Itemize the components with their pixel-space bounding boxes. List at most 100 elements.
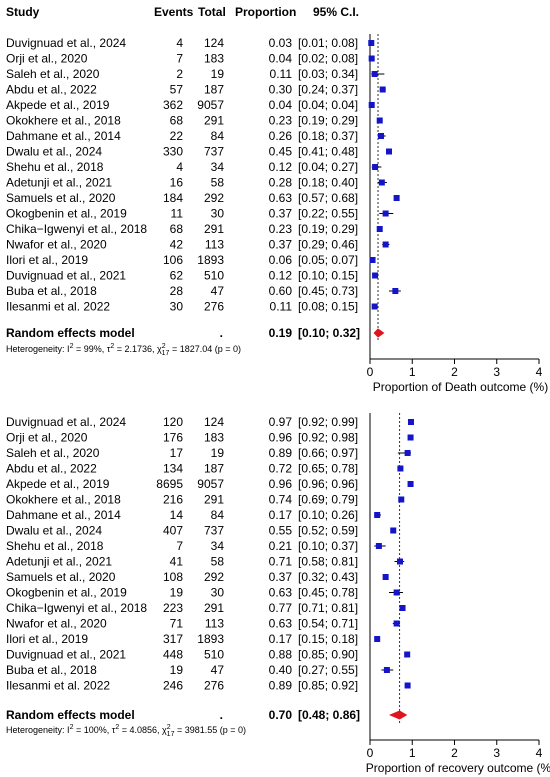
study-name: Nwafor et al., 2020 — [6, 617, 107, 631]
study-proportion: 0.12 — [269, 269, 293, 283]
study-row: Akpede et al., 2019 8695 9057 0.96 [0.96; 0.… — [6, 477, 414, 491]
header-proportion: Proportion — [235, 5, 296, 19]
study-ci: [0.27; 0.55] — [298, 663, 358, 677]
study-ci: [0.54; 0.71] — [298, 617, 358, 631]
study-estimate-marker — [371, 71, 378, 77]
study-proportion: 0.96 — [269, 477, 293, 491]
study-estimate-marker — [374, 512, 381, 518]
study-estimate-marker — [393, 589, 400, 596]
study-row: Orji et al., 2020 176 183 0.96 [0.92; 0.98] — [6, 431, 414, 445]
study-row: Adetunji et al., 2021 16 58 0.28 [0.18; 0.40… — [6, 176, 387, 190]
study-proportion: 0.96 — [269, 431, 293, 445]
recovery-outcome-panel: Duvignuad et al., 2024 120 124 0.97 [0.92; 0… — [6, 413, 550, 775]
study-events: 28 — [170, 284, 184, 298]
study-row: Dwalu et al., 2024 330 737 0.45 [0.41; 0.48] — [6, 145, 393, 159]
study-row: Okogbenin et al., 2019 19 30 0.63 [0.45; 0.7… — [6, 586, 403, 600]
study-row: Nwafor et al., 2020 42 113 0.37 [0.29; 0.46] — [6, 238, 390, 252]
het-tau-symbol: , τ — [102, 344, 111, 354]
het-i2-symbol: I — [67, 344, 70, 354]
het-tau-sup: 2 — [110, 343, 114, 350]
heterogeneity-text: Heterogeneity: I2 = 100%, τ2 = 4.0856, χ… — [6, 724, 246, 738]
summary-diamond — [389, 710, 408, 720]
x-tick-label: 3 — [493, 746, 500, 760]
study-total: 124 — [204, 36, 224, 50]
study-estimate-marker — [371, 303, 378, 310]
study-ci: [0.19; 0.29] — [298, 114, 358, 128]
x-axis-label: Proportion of Death outcome (%) — [373, 380, 548, 394]
study-total: 292 — [204, 191, 224, 205]
study-ci: [0.92; 0.99] — [298, 415, 358, 429]
study-name: Dwalu et al., 2024 — [6, 524, 102, 538]
study-ci: [0.92; 0.98] — [298, 431, 358, 445]
study-estimate-marker — [404, 450, 411, 456]
study-ci: [0.10; 0.15] — [298, 269, 358, 283]
study-proportion: 0.89 — [269, 446, 293, 460]
summary-ci: [0.10; 0.32] — [298, 326, 360, 340]
het-eq: = — [114, 344, 124, 354]
study-proportion: 0.17 — [269, 632, 293, 646]
study-total: 276 — [204, 300, 224, 314]
study-name: Shehu et al., 2018 — [6, 539, 104, 553]
het-i2-value: 100% — [84, 725, 107, 735]
study-name: Okogbenin et al., 2019 — [6, 586, 127, 600]
study-total: 19 — [211, 67, 225, 81]
study-row: Buba et al., 2018 19 47 0.40 [0.27; 0.55] — [6, 663, 394, 677]
study-row: Ilesanmi et al. 2022 30 276 0.11 [0.08; 0.15… — [6, 300, 378, 314]
study-events: 7 — [176, 539, 183, 553]
study-events: 176 — [163, 431, 183, 445]
study-proportion: 0.55 — [269, 524, 293, 538]
x-tick-label: 1 — [409, 365, 416, 379]
study-estimate-marker — [393, 620, 400, 627]
study-row: Adetunji et al., 2021 41 58 0.71 [0.58; 0.81… — [6, 555, 405, 569]
study-row: Nwafor et al., 2020 71 113 0.63 [0.54; 0.71] — [6, 617, 400, 631]
study-row: Okokhere et al., 2018 68 291 0.23 [0.19; 0.2… — [6, 114, 383, 128]
study-total: 291 — [204, 114, 224, 128]
study-name: Adetunji et al., 2021 — [6, 555, 112, 569]
study-total: 183 — [204, 52, 224, 66]
study-name: Nwafor et al., 2020 — [6, 238, 107, 252]
study-name: Orji et al., 2020 — [6, 431, 88, 445]
study-name: Chika−Igwenyi et al., 2018 — [6, 222, 147, 236]
study-estimate-marker — [376, 117, 383, 124]
summary-label: Random effects model — [6, 326, 135, 340]
study-ci: [0.65; 0.78] — [298, 462, 358, 476]
study-name: Buba et al., 2018 — [6, 284, 97, 298]
study-total: 1893 — [197, 632, 224, 646]
study-total: 30 — [211, 207, 225, 221]
study-name: Saleh et al., 2020 — [6, 67, 100, 81]
study-events: 216 — [163, 493, 183, 507]
study-total: 113 — [205, 238, 224, 252]
study-estimate-marker — [398, 496, 405, 503]
study-row: Duvignuad et al., 2021 448 510 0.88 [0.85; 0… — [6, 648, 411, 662]
study-row: Abdu et al., 2022 134 187 0.72 [0.65; 0.78] — [6, 462, 404, 476]
study-row: Shehu et al., 2018 7 34 0.21 [0.10; 0.37] — [6, 539, 386, 553]
het-eq: = — [119, 725, 129, 735]
header-events: Events — [154, 5, 194, 19]
study-total: 1893 — [197, 253, 224, 267]
study-events: 223 — [163, 601, 183, 615]
study-total: 124 — [204, 415, 224, 429]
study-events: 2 — [176, 67, 183, 81]
het-chi-sup: 2 — [167, 724, 171, 731]
study-total: 84 — [211, 508, 225, 522]
het-prefix: Heterogeneity: — [6, 725, 67, 735]
death-outcome-panel: Duvignuad et al., 2024 4 124 0.03 [0.01; 0.0… — [6, 34, 548, 394]
het-i2-symbol: I — [67, 725, 70, 735]
study-name: Okokhere et al., 2018 — [6, 493, 121, 507]
study-total: 30 — [211, 586, 225, 600]
study-total: 737 — [204, 145, 224, 159]
study-row: Dahmane et al., 2014 22 84 0.26 [0.18; 0.37] — [6, 129, 386, 143]
study-row: Ilori et al., 2019 317 1893 0.17 [0.15; 0.18… — [6, 632, 381, 646]
summary-events: . — [220, 708, 223, 722]
study-name: Buba et al., 2018 — [6, 663, 97, 677]
study-ci: [0.32; 0.43] — [298, 570, 358, 584]
summary-diamond — [373, 328, 385, 338]
study-events: 16 — [170, 176, 184, 190]
study-total: 47 — [211, 663, 225, 677]
het-i2-sup: 2 — [70, 724, 74, 731]
study-estimate-marker — [407, 419, 414, 425]
study-total: 34 — [211, 539, 225, 553]
study-estimate-marker — [368, 40, 375, 46]
study-ci: [0.19; 0.29] — [298, 222, 358, 236]
het-p-value: (p = 0) — [215, 344, 241, 354]
